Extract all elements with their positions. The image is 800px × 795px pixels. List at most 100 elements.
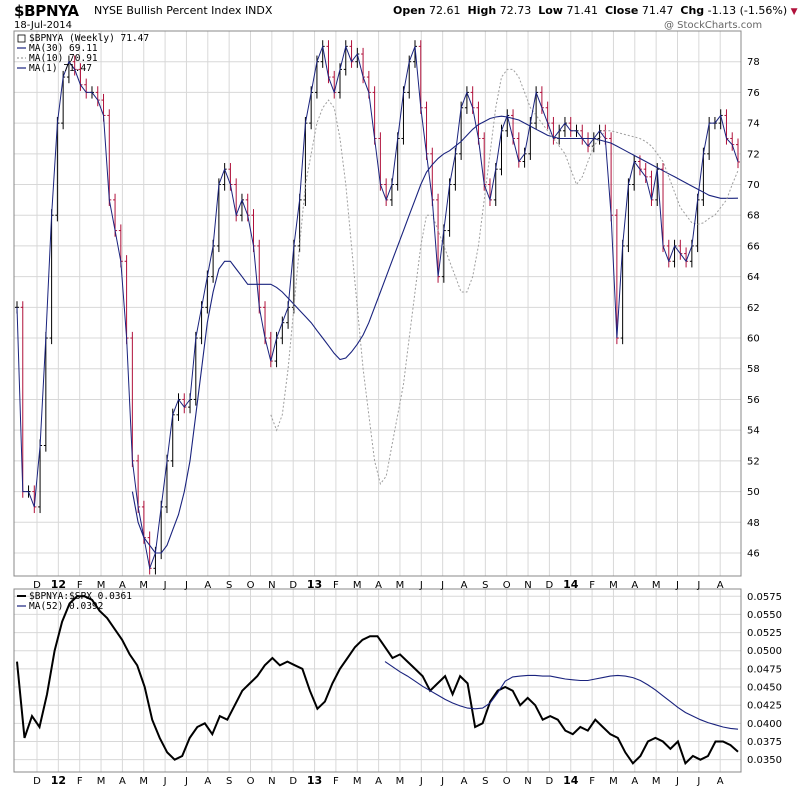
open-value: 72.61: [429, 4, 461, 17]
x-month-label: A: [204, 776, 211, 787]
x-month-label: S: [226, 580, 232, 591]
x-month-label: O: [503, 580, 511, 591]
y-tick-label: 48: [747, 518, 760, 529]
price-bars-icon: [17, 34, 26, 43]
x-month-label: M: [652, 580, 661, 591]
x-month-label: J: [163, 776, 167, 787]
y-tick-label: 52: [747, 456, 760, 467]
ratio-y-axis: 0.0350 0.0375 0.0400 0.0425 0.0450 0.0475 0.05…: [747, 592, 782, 766]
x-month-label: J: [675, 776, 679, 787]
x-month-label: J: [163, 580, 167, 591]
x-month-label: A: [631, 776, 638, 787]
x-month-label: F: [333, 776, 339, 787]
y-tick-label: 60: [747, 334, 760, 345]
x-month-label: S: [482, 580, 488, 591]
index-name: NYSE Bullish Percent Index: [94, 4, 242, 17]
x-month-label: J: [675, 580, 679, 591]
x-month-label: J: [184, 580, 188, 591]
x-month-label: J: [419, 776, 423, 787]
x-month-label: A: [204, 580, 211, 591]
x-month-label: M: [97, 580, 106, 591]
y-tick-label: 66: [747, 241, 760, 252]
x-month-label: A: [461, 776, 468, 787]
x-year-label: 14: [563, 774, 579, 787]
x-month-label: M: [353, 580, 362, 591]
y-tick-label: 0.0475: [747, 664, 782, 675]
low-value: 71.41: [566, 4, 598, 17]
y-tick-label: 58: [747, 364, 760, 375]
legend-label: $BPNYA:$SPX 0.0361: [29, 591, 132, 602]
y-tick-label: 56: [747, 395, 760, 406]
legend-label: MA(30) 69.11: [29, 43, 98, 54]
x-year-label: 12: [51, 774, 66, 787]
x-month-label: F: [333, 580, 339, 591]
x-month-label: J: [696, 776, 700, 787]
x-year-label: 12: [51, 578, 66, 591]
x-month-label: M: [139, 580, 148, 591]
high-label: High: [467, 4, 497, 17]
x-month-label: F: [589, 776, 595, 787]
y-tick-label: 46: [747, 548, 760, 559]
x-month-label: J: [696, 580, 700, 591]
legend-label: MA(10) 70.91: [29, 53, 98, 64]
x-month-label: A: [375, 776, 382, 787]
y-tick-label: 0.0450: [747, 683, 782, 694]
y-tick-label: 72: [747, 149, 760, 160]
close-value: 71.47: [641, 4, 674, 17]
y-tick-label: 74: [747, 119, 760, 130]
y-tick-label: 70: [747, 180, 760, 191]
ratio-panel-frame: [13, 588, 742, 773]
y-tick-label: 0.0550: [747, 610, 782, 621]
x-month-label: A: [461, 580, 468, 591]
x-month-label: O: [247, 580, 255, 591]
x-month-label: S: [482, 776, 488, 787]
main-panel-grid: [14, 31, 741, 576]
x-month-label: N: [524, 580, 531, 591]
x-month-label: M: [396, 580, 405, 591]
legend-label: $BPNYA (Weekly) 71.47: [29, 33, 149, 44]
x-month-label: M: [139, 776, 148, 787]
ma10-line: [270, 68, 739, 486]
high-value: 72.73: [499, 4, 532, 17]
ratio-panel-grid: [14, 589, 741, 772]
x-year-label: 13: [307, 578, 322, 591]
x-month-label: M: [609, 580, 618, 591]
chg-value: -1.13 (-1.56%): [707, 4, 788, 17]
x-month-label: J: [419, 580, 423, 591]
y-tick-label: 54: [747, 426, 760, 437]
quote-summary: Open 72.61 High 72.73 Low 71.41 Close 71…: [393, 4, 798, 17]
main-x-axis: D 12 F M A M J J A S O N D 13 F M A M J J A S O N D 14 F M A M J J A: [33, 578, 724, 591]
ratio-x-axis: D 12 F M A M J J A S O N D 13 F M A M J J A S O N D 14 F M A M J J A: [33, 774, 724, 787]
x-month-label: D: [546, 776, 554, 787]
ratio-ma52-line: [384, 661, 739, 730]
x-month-label: F: [589, 580, 595, 591]
x-month-label: J: [184, 776, 188, 787]
y-tick-label: 68: [747, 211, 760, 222]
chart-name: NYSE Bullish Percent Index INDX: [94, 4, 272, 17]
x-month-label: A: [375, 580, 382, 591]
y-tick-label: 50: [747, 487, 760, 498]
ratio-line: [16, 595, 739, 766]
open-label: Open: [393, 4, 426, 17]
ma30-line: [131, 115, 739, 554]
chart-symbol: $BPNYA: [14, 2, 79, 20]
y-tick-label: 0.0500: [747, 646, 782, 657]
x-month-label: M: [97, 776, 106, 787]
x-month-label: S: [226, 776, 232, 787]
y-tick-label: 0.0350: [747, 755, 782, 766]
x-month-label: A: [119, 776, 126, 787]
x-month-label: A: [119, 580, 126, 591]
x-month-label: F: [77, 580, 83, 591]
x-year-label: 14: [563, 578, 579, 591]
x-month-label: N: [524, 776, 531, 787]
main-y-axis: 46 48 50 52 54 56 58 60 62 64 66 68 70 72 74 76 78: [747, 57, 760, 559]
y-tick-label: 0.0400: [747, 719, 782, 730]
close-label: Close: [604, 4, 639, 17]
y-tick-label: 64: [747, 272, 760, 283]
y-tick-label: 0.0425: [747, 701, 782, 712]
x-month-label: D: [289, 776, 297, 787]
x-month-label: M: [609, 776, 618, 787]
